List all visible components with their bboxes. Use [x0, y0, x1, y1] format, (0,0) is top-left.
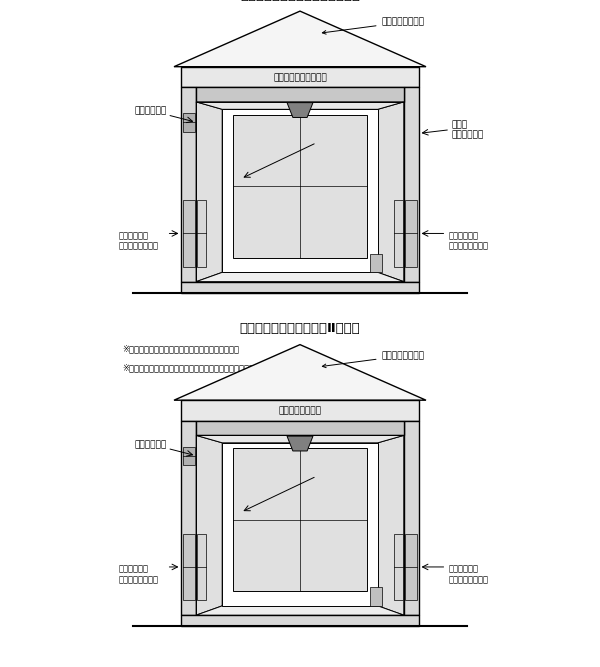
- Polygon shape: [196, 272, 404, 281]
- Text: ※防音サッシには、アルミサッシと樹脂サッシがあります。: ※防音サッシには、アルミサッシと樹脂サッシがあります。: [122, 363, 259, 372]
- Bar: [181, 400, 419, 421]
- Bar: [196, 436, 404, 615]
- Text: 外部開口部：
防音サッシの取付: 外部開口部： 防音サッシの取付: [448, 231, 488, 251]
- Bar: [181, 281, 419, 293]
- Bar: [181, 615, 419, 626]
- Text: 外壁：
防音壁に改造: 外壁： 防音壁に改造: [452, 120, 484, 139]
- Polygon shape: [378, 102, 404, 281]
- Bar: [405, 534, 418, 600]
- Bar: [196, 87, 404, 102]
- Bar: [181, 421, 196, 615]
- Polygon shape: [196, 102, 222, 281]
- Bar: [182, 200, 195, 267]
- Text: 住宅防音工事の概略図（Ｉ工法）: 住宅防音工事の概略図（Ｉ工法）: [240, 0, 360, 2]
- Bar: [181, 87, 196, 281]
- Polygon shape: [174, 11, 426, 67]
- Polygon shape: [378, 436, 404, 615]
- Bar: [404, 421, 419, 615]
- Polygon shape: [287, 436, 313, 451]
- Bar: [181, 67, 419, 87]
- Polygon shape: [287, 103, 313, 117]
- Text: 内部開口部：
防音建具の設置

暖房機の設置: 内部開口部： 防音建具の設置 暖房機の設置: [319, 131, 353, 171]
- Bar: [196, 421, 404, 436]
- Polygon shape: [196, 436, 222, 615]
- Bar: [196, 102, 404, 281]
- Bar: [405, 200, 418, 267]
- Bar: [370, 588, 382, 606]
- Text: 天井：防音天井に改造: 天井：防音天井に改造: [273, 73, 327, 82]
- Polygon shape: [196, 606, 404, 615]
- Text: 住宅防音工事の概略図（Ⅱ工法）: 住宅防音工事の概略図（Ⅱ工法）: [239, 322, 361, 336]
- Text: 外部開口部：
防音サッシの取付: 外部開口部： 防音サッシの取付: [448, 565, 488, 584]
- Text: 天井：従来のまま: 天井：従来のまま: [278, 407, 322, 416]
- Bar: [370, 254, 382, 272]
- Bar: [182, 534, 195, 600]
- Bar: [222, 109, 378, 272]
- Text: 屋根：従来のまま: 屋根：従来のまま: [322, 352, 425, 368]
- Bar: [197, 534, 206, 600]
- Bar: [394, 534, 403, 600]
- Text: 床：原則として従来のまま: 床：原則として従来のまま: [270, 283, 330, 291]
- Text: 換気扇の設置: 換気扇の設置: [134, 440, 167, 449]
- Text: 屋根：従来のまま: 屋根：従来のまま: [322, 18, 425, 34]
- Text: ※暖房機の設置については上限を４台までとする。: ※暖房機の設置については上限を４台までとする。: [122, 345, 239, 354]
- Bar: [182, 446, 195, 465]
- Bar: [222, 443, 378, 606]
- Bar: [182, 113, 195, 131]
- Text: 内部開口部：
防音建具の設置

暖房機の設置: 内部開口部： 防音建具の設置 暖房機の設置: [319, 465, 353, 505]
- Bar: [233, 448, 367, 591]
- Bar: [404, 87, 419, 281]
- Polygon shape: [196, 436, 404, 443]
- Polygon shape: [174, 345, 426, 400]
- Bar: [394, 200, 403, 267]
- Text: 換気扇の設置: 換気扇の設置: [134, 107, 167, 115]
- Bar: [197, 200, 206, 267]
- Text: 外部開口部：
防音サッシの取付: 外部開口部： 防音サッシの取付: [118, 565, 158, 584]
- Text: 外部開口部：
防音サッシの取付: 外部開口部： 防音サッシの取付: [118, 231, 158, 251]
- Polygon shape: [196, 102, 404, 109]
- Text: 床：原則として従来のまま: 床：原則として従来のまま: [270, 616, 330, 625]
- Bar: [233, 115, 367, 257]
